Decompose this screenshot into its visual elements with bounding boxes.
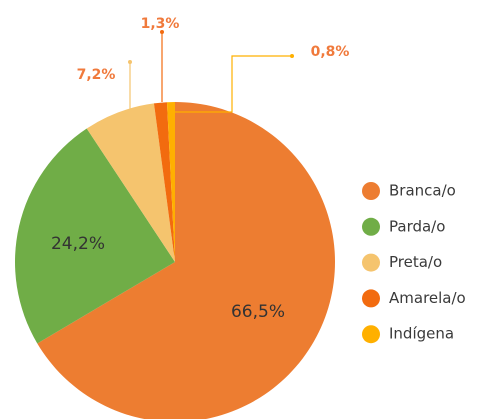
legend-swatch <box>362 182 380 200</box>
pie-slice <box>14 128 176 344</box>
legend-swatch <box>362 217 380 236</box>
legend-text: Preta/o <box>389 253 442 271</box>
legend-swatch <box>362 253 380 272</box>
data-label: 7,2% <box>77 67 116 83</box>
pie-slice <box>153 102 175 262</box>
data-label: 24,2% <box>51 234 105 254</box>
legend-text: Parda/o <box>389 217 445 235</box>
pie-slice <box>37 102 335 419</box>
data-label: 66,5% <box>231 302 285 322</box>
legend-text: Indígena <box>389 325 454 343</box>
legend-text: Branca/o <box>389 182 456 200</box>
legend-text: Amarela/o <box>389 289 466 307</box>
leader-line <box>172 55 292 113</box>
leader-dot <box>290 54 294 58</box>
pie-slice <box>86 103 175 262</box>
leader-dot <box>160 30 164 34</box>
data-label: 1,3% <box>141 16 180 32</box>
data-label: 0,8% <box>311 44 350 60</box>
legend-swatch <box>362 325 380 344</box>
pie-slice <box>166 102 175 262</box>
legend-swatch <box>362 289 380 308</box>
leader-dot <box>128 60 132 64</box>
